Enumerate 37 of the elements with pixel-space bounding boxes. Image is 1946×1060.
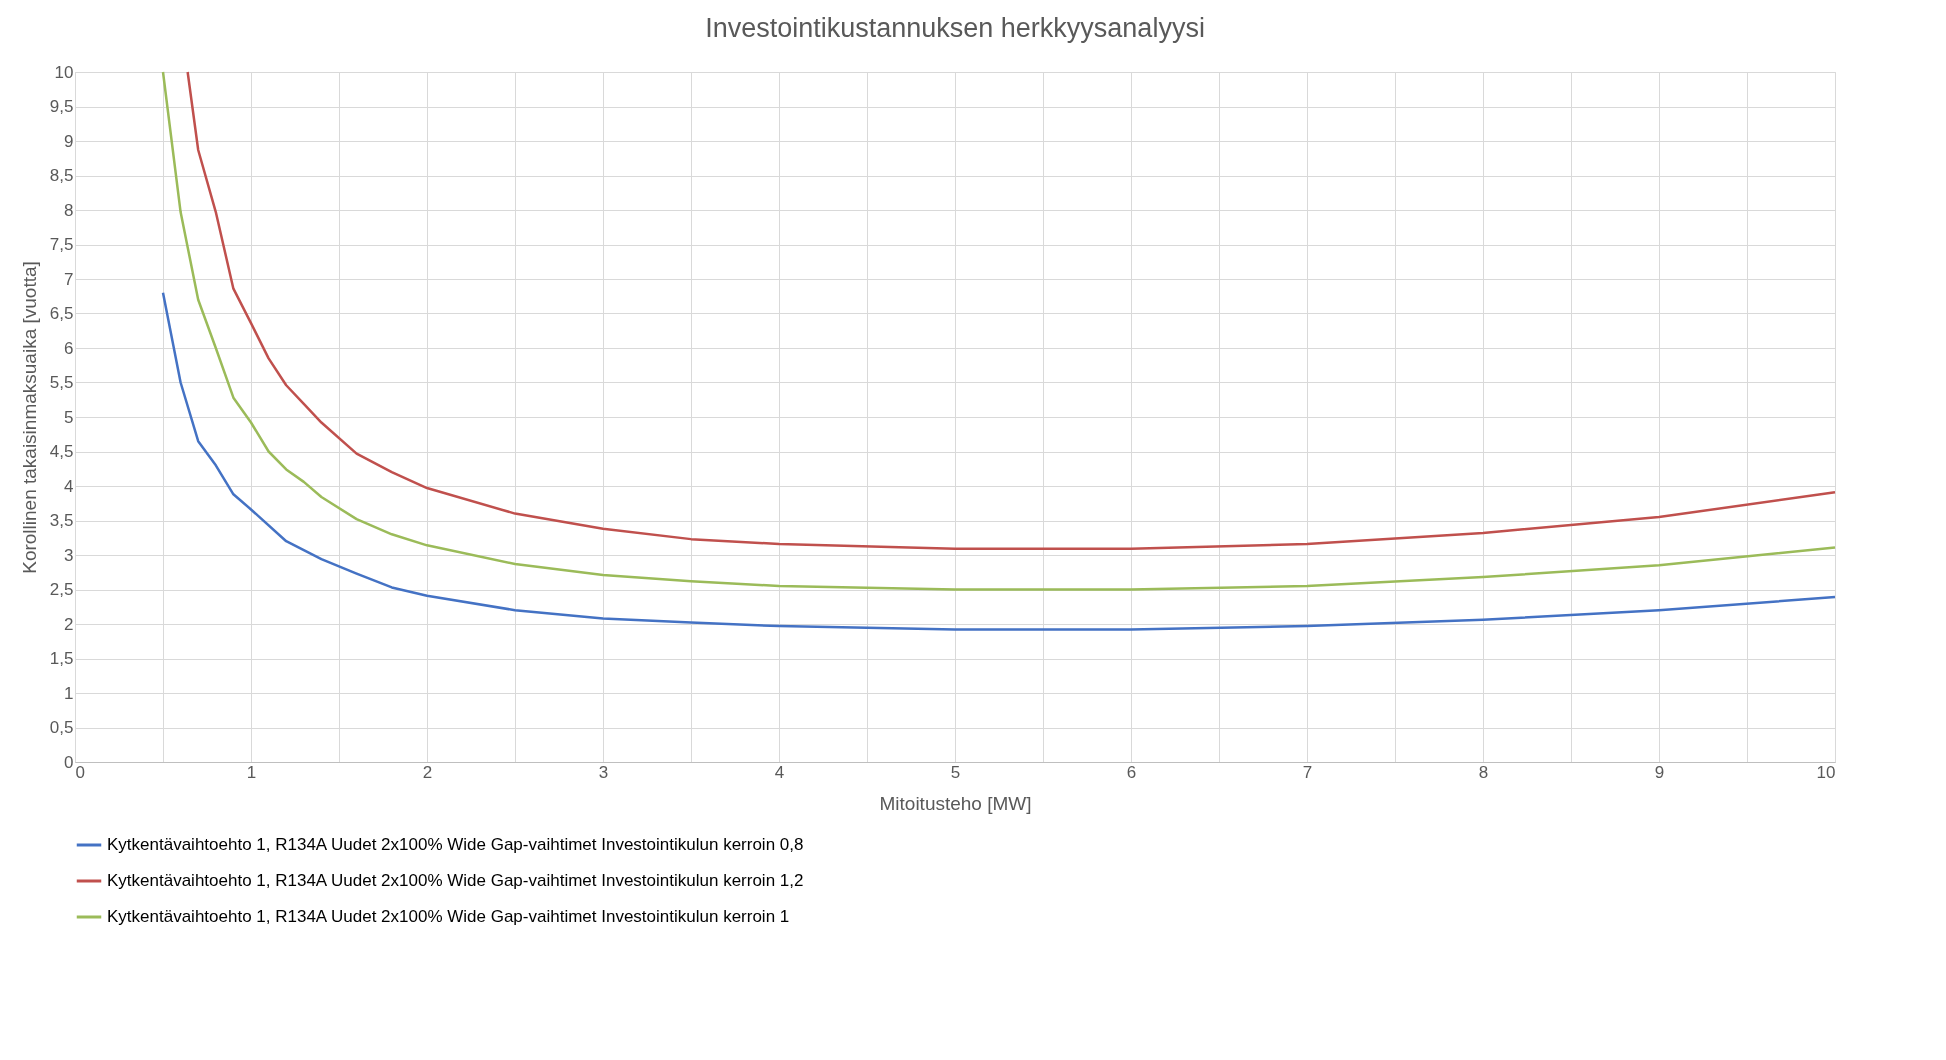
x-axis-title: Mitoitusteho [MW]	[879, 792, 1032, 814]
y-axis-title: Korollinen takaisinmaksuaika [vuotta]	[18, 261, 40, 574]
y-tick-label: 10	[54, 62, 74, 82]
x-tick-label: 5	[950, 762, 961, 782]
y-tick-label: 6,5	[49, 304, 74, 323]
y-tick-label: 8,5	[49, 166, 74, 185]
y-tick-label: 5,5	[49, 373, 74, 392]
x-tick-label: 9	[1654, 762, 1665, 782]
y-tick-label: 6	[64, 338, 74, 358]
chart-title: Investointikustannuksen herkkyysanalyysi	[705, 13, 1205, 43]
y-tick-label: 0,5	[49, 718, 74, 737]
y-tick-label: 9	[64, 131, 74, 151]
x-tick-label: 2	[422, 762, 433, 782]
x-tick-label: 1	[246, 762, 257, 782]
x-tick-label: 10	[1816, 762, 1836, 782]
y-tick-label: 7	[64, 269, 74, 289]
y-tick-label: 1	[64, 683, 74, 703]
y-tick-label: 3	[64, 545, 74, 565]
y-tick-label: 3,5	[49, 511, 74, 530]
legend-label: Kytkentävaihtoehto 1, R134A Uudet 2x100% Wide Gap-vaihtimet Investointikulun kerroin 0,8	[107, 835, 804, 854]
legend-label: Kytkentävaihtoehto 1, R134A Uudet 2x100% Wide Gap-vaihtimet Investointikulun kerroin 1	[107, 907, 790, 926]
line-series	[161, 291, 1837, 631]
x-tick-label: 3	[598, 762, 609, 782]
y-tick-label: 8	[64, 200, 74, 220]
x-tick-label: 4	[774, 762, 785, 782]
y-tick-label: 4,5	[49, 442, 74, 461]
y-tick-label: 4	[64, 476, 74, 496]
x-tick-label: 8	[1478, 762, 1489, 782]
y-tick-label: 9,5	[49, 97, 74, 116]
x-tick-label: 7	[1302, 762, 1313, 782]
x-tick-label: 6	[1126, 762, 1137, 782]
legend-label: Kytkentävaihtoehto 1, R134A Uudet 2x100% Wide Gap-vaihtimet Investointikulun kerroin 1,2	[107, 871, 804, 890]
y-tick-label: 2	[64, 614, 74, 634]
y-tick-label: 2,5	[49, 580, 74, 599]
y-tick-label: 7,5	[49, 235, 74, 254]
y-tick-label: 1,5	[49, 649, 74, 668]
y-tick-label: 5	[64, 407, 74, 427]
